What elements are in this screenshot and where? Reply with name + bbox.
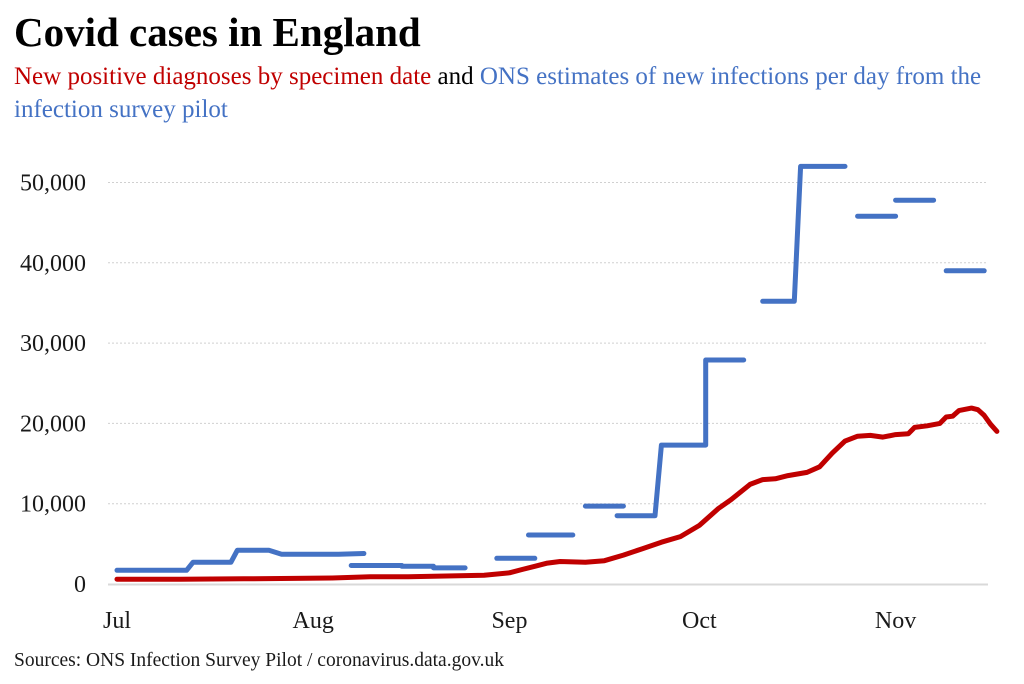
x-tick-label: Nov: [875, 608, 916, 634]
x-tick-label: Oct: [682, 608, 717, 634]
subtitle-joiner: and: [431, 63, 480, 90]
x-tick-label: Sep: [491, 608, 527, 634]
y-tick-label: 0: [74, 572, 86, 598]
chart-title: Covid cases in England: [14, 9, 421, 55]
chart-subtitle: New positive diagnoses by specimen date …: [14, 60, 1014, 126]
cases-series: [114, 405, 1000, 582]
ons-estimate-segment: [348, 563, 468, 571]
series-layer: [114, 163, 1000, 582]
y-tick-label: 10,000: [20, 492, 86, 518]
x-axis-ticks: Jul Aug Sep Oct Nov: [103, 608, 916, 634]
x-tick-label: Aug: [293, 608, 334, 634]
y-tick-label: 50,000: [20, 171, 86, 197]
y-axis-ticks: 0 10,000 20,000 30,000 40,000 50,000: [20, 171, 86, 599]
source-note: Sources: ONS Infection Survey Pilot / co…: [14, 650, 504, 671]
x-tick-label: Jul: [103, 608, 131, 634]
y-tick-label: 20,000: [20, 411, 86, 437]
gridlines: [108, 182, 988, 586]
subtitle-cases-series: New positive diagnoses by specimen date: [14, 63, 432, 90]
ons-estimate-segment: [114, 547, 367, 573]
cases-line: [114, 405, 1000, 582]
ons-estimate-segment: [614, 357, 747, 519]
ons-estimates-series: [114, 163, 987, 573]
y-tick-label: 30,000: [20, 331, 86, 357]
y-tick-label: 40,000: [20, 251, 86, 277]
ons-estimate-segment: [760, 163, 848, 304]
subtitle-ons-series: ONS estimates of new infections per day …: [14, 63, 982, 123]
